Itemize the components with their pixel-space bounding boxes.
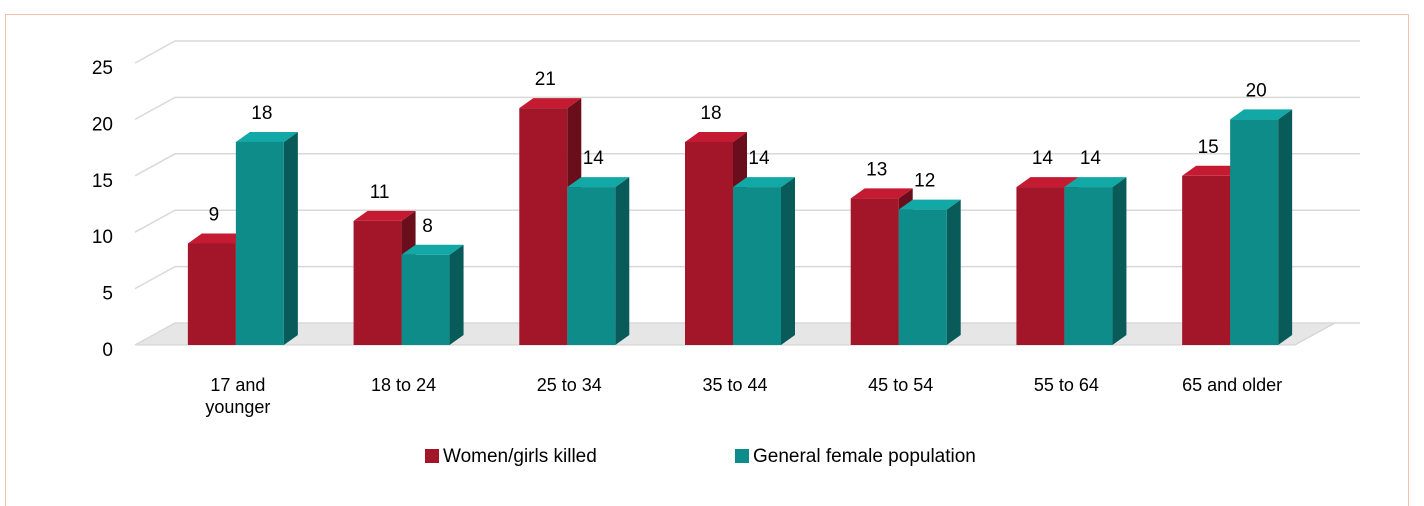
grid-line: [134, 265, 1360, 290]
bar: [1016, 187, 1065, 345]
bar-side: [615, 177, 630, 345]
bar: [685, 141, 733, 345]
x-tick-label: 55 to 64: [1033, 375, 1099, 395]
bar: [1230, 119, 1279, 346]
bar: [1182, 175, 1231, 345]
grid-line: [134, 322, 1360, 346]
bar-top: [401, 244, 464, 255]
data-label: 18: [700, 103, 721, 124]
data-label: 12: [914, 171, 935, 192]
bar-top: [519, 98, 582, 109]
legend-swatch: [425, 449, 439, 463]
bar-side: [1278, 109, 1293, 346]
data-label: 14: [748, 148, 770, 169]
x-tick-label: 18 to 24: [371, 375, 437, 395]
data-label: 21: [535, 69, 556, 90]
bar-side: [781, 177, 795, 345]
bar-top: [567, 177, 630, 188]
y-tick-label: 0: [102, 340, 113, 361]
bar: [898, 209, 947, 345]
x-tick-label: 65 and older: [1182, 375, 1283, 395]
grid-line: [134, 40, 1360, 64]
bar: [401, 254, 450, 345]
bar-top: [1230, 109, 1293, 120]
bar-top: [1182, 165, 1245, 176]
x-tick-label: 25 to 34: [536, 375, 602, 395]
x-tick-label: 17 and younger: [205, 375, 271, 417]
grid-line: [134, 96, 1360, 121]
bar: [733, 187, 781, 345]
bar: [235, 141, 284, 345]
bar: [567, 187, 616, 345]
legend-swatch: [735, 449, 749, 463]
bar-top: [898, 199, 961, 210]
bar: [850, 198, 899, 345]
data-label: 13: [866, 159, 887, 180]
data-label: 9: [209, 204, 220, 225]
bar-top: [187, 233, 250, 244]
legend-label: General female population: [753, 446, 976, 467]
data-label: 20: [1246, 80, 1267, 101]
bar-top: [353, 210, 416, 221]
bar-side: [283, 131, 298, 345]
data-label: 8: [422, 216, 433, 237]
y-tick-label: 15: [92, 171, 113, 192]
chart-frame: [5, 14, 1409, 506]
grid-line: [134, 153, 1360, 177]
bar-top: [733, 177, 795, 188]
bar-top: [1016, 177, 1079, 188]
bar: [519, 108, 568, 346]
data-label: 15: [1198, 137, 1219, 158]
data-label: 14: [1080, 148, 1102, 169]
bar: [187, 243, 236, 345]
data-label: 14: [583, 148, 605, 169]
y-tick-label: 10: [92, 227, 113, 248]
grid-line: [134, 209, 1360, 233]
data-label: 14: [1032, 148, 1054, 169]
bar-top: [685, 131, 747, 142]
bar: [1064, 187, 1113, 345]
data-label: 11: [370, 182, 390, 203]
bar-top: [850, 188, 913, 199]
data-label: 18: [251, 103, 272, 124]
bar-top: [235, 131, 298, 142]
y-tick-label: 5: [102, 284, 113, 305]
y-tick-label: 25: [92, 58, 113, 79]
bar-side: [1112, 177, 1127, 345]
legend-label: Women/girls killed: [443, 446, 597, 467]
bar-side: [946, 199, 961, 345]
bar-top: [1064, 177, 1127, 188]
x-tick-label: 45 to 54: [868, 375, 934, 395]
y-tick-label: 20: [92, 114, 113, 135]
x-tick-label: 35 to 44: [702, 375, 768, 395]
bar: [353, 220, 402, 345]
bar-side: [449, 244, 464, 345]
